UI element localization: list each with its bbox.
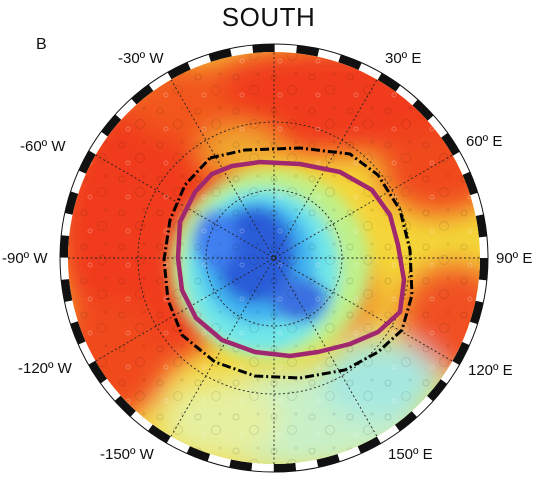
lon-label-150: 150º E bbox=[388, 446, 433, 463]
panel-label: B bbox=[36, 36, 47, 53]
lon-label-minus90: -90º W bbox=[2, 250, 48, 267]
graticule bbox=[68, 52, 480, 464]
lon-label-minus30: -30º W bbox=[118, 50, 164, 67]
lon-label-120: 120º E bbox=[468, 362, 513, 379]
meridian-line bbox=[170, 79, 378, 437]
lon-label-minus150: -150º W bbox=[100, 446, 154, 463]
lon-label-minus120: -120º W bbox=[18, 360, 72, 377]
meridian-line bbox=[95, 154, 453, 362]
lon-label-90: 90º E bbox=[496, 250, 533, 267]
lon-label-30: 30º E bbox=[385, 50, 422, 67]
black-contour bbox=[162, 146, 414, 380]
lon-label-minus60: -60º W bbox=[20, 138, 66, 155]
lon-label-60: 60º E bbox=[466, 133, 503, 150]
meridian-line bbox=[170, 79, 378, 437]
surface-field bbox=[68, 52, 480, 464]
map-title: SOUTH bbox=[221, 2, 316, 32]
meridian-line bbox=[95, 154, 453, 362]
magenta-contour bbox=[175, 159, 407, 359]
